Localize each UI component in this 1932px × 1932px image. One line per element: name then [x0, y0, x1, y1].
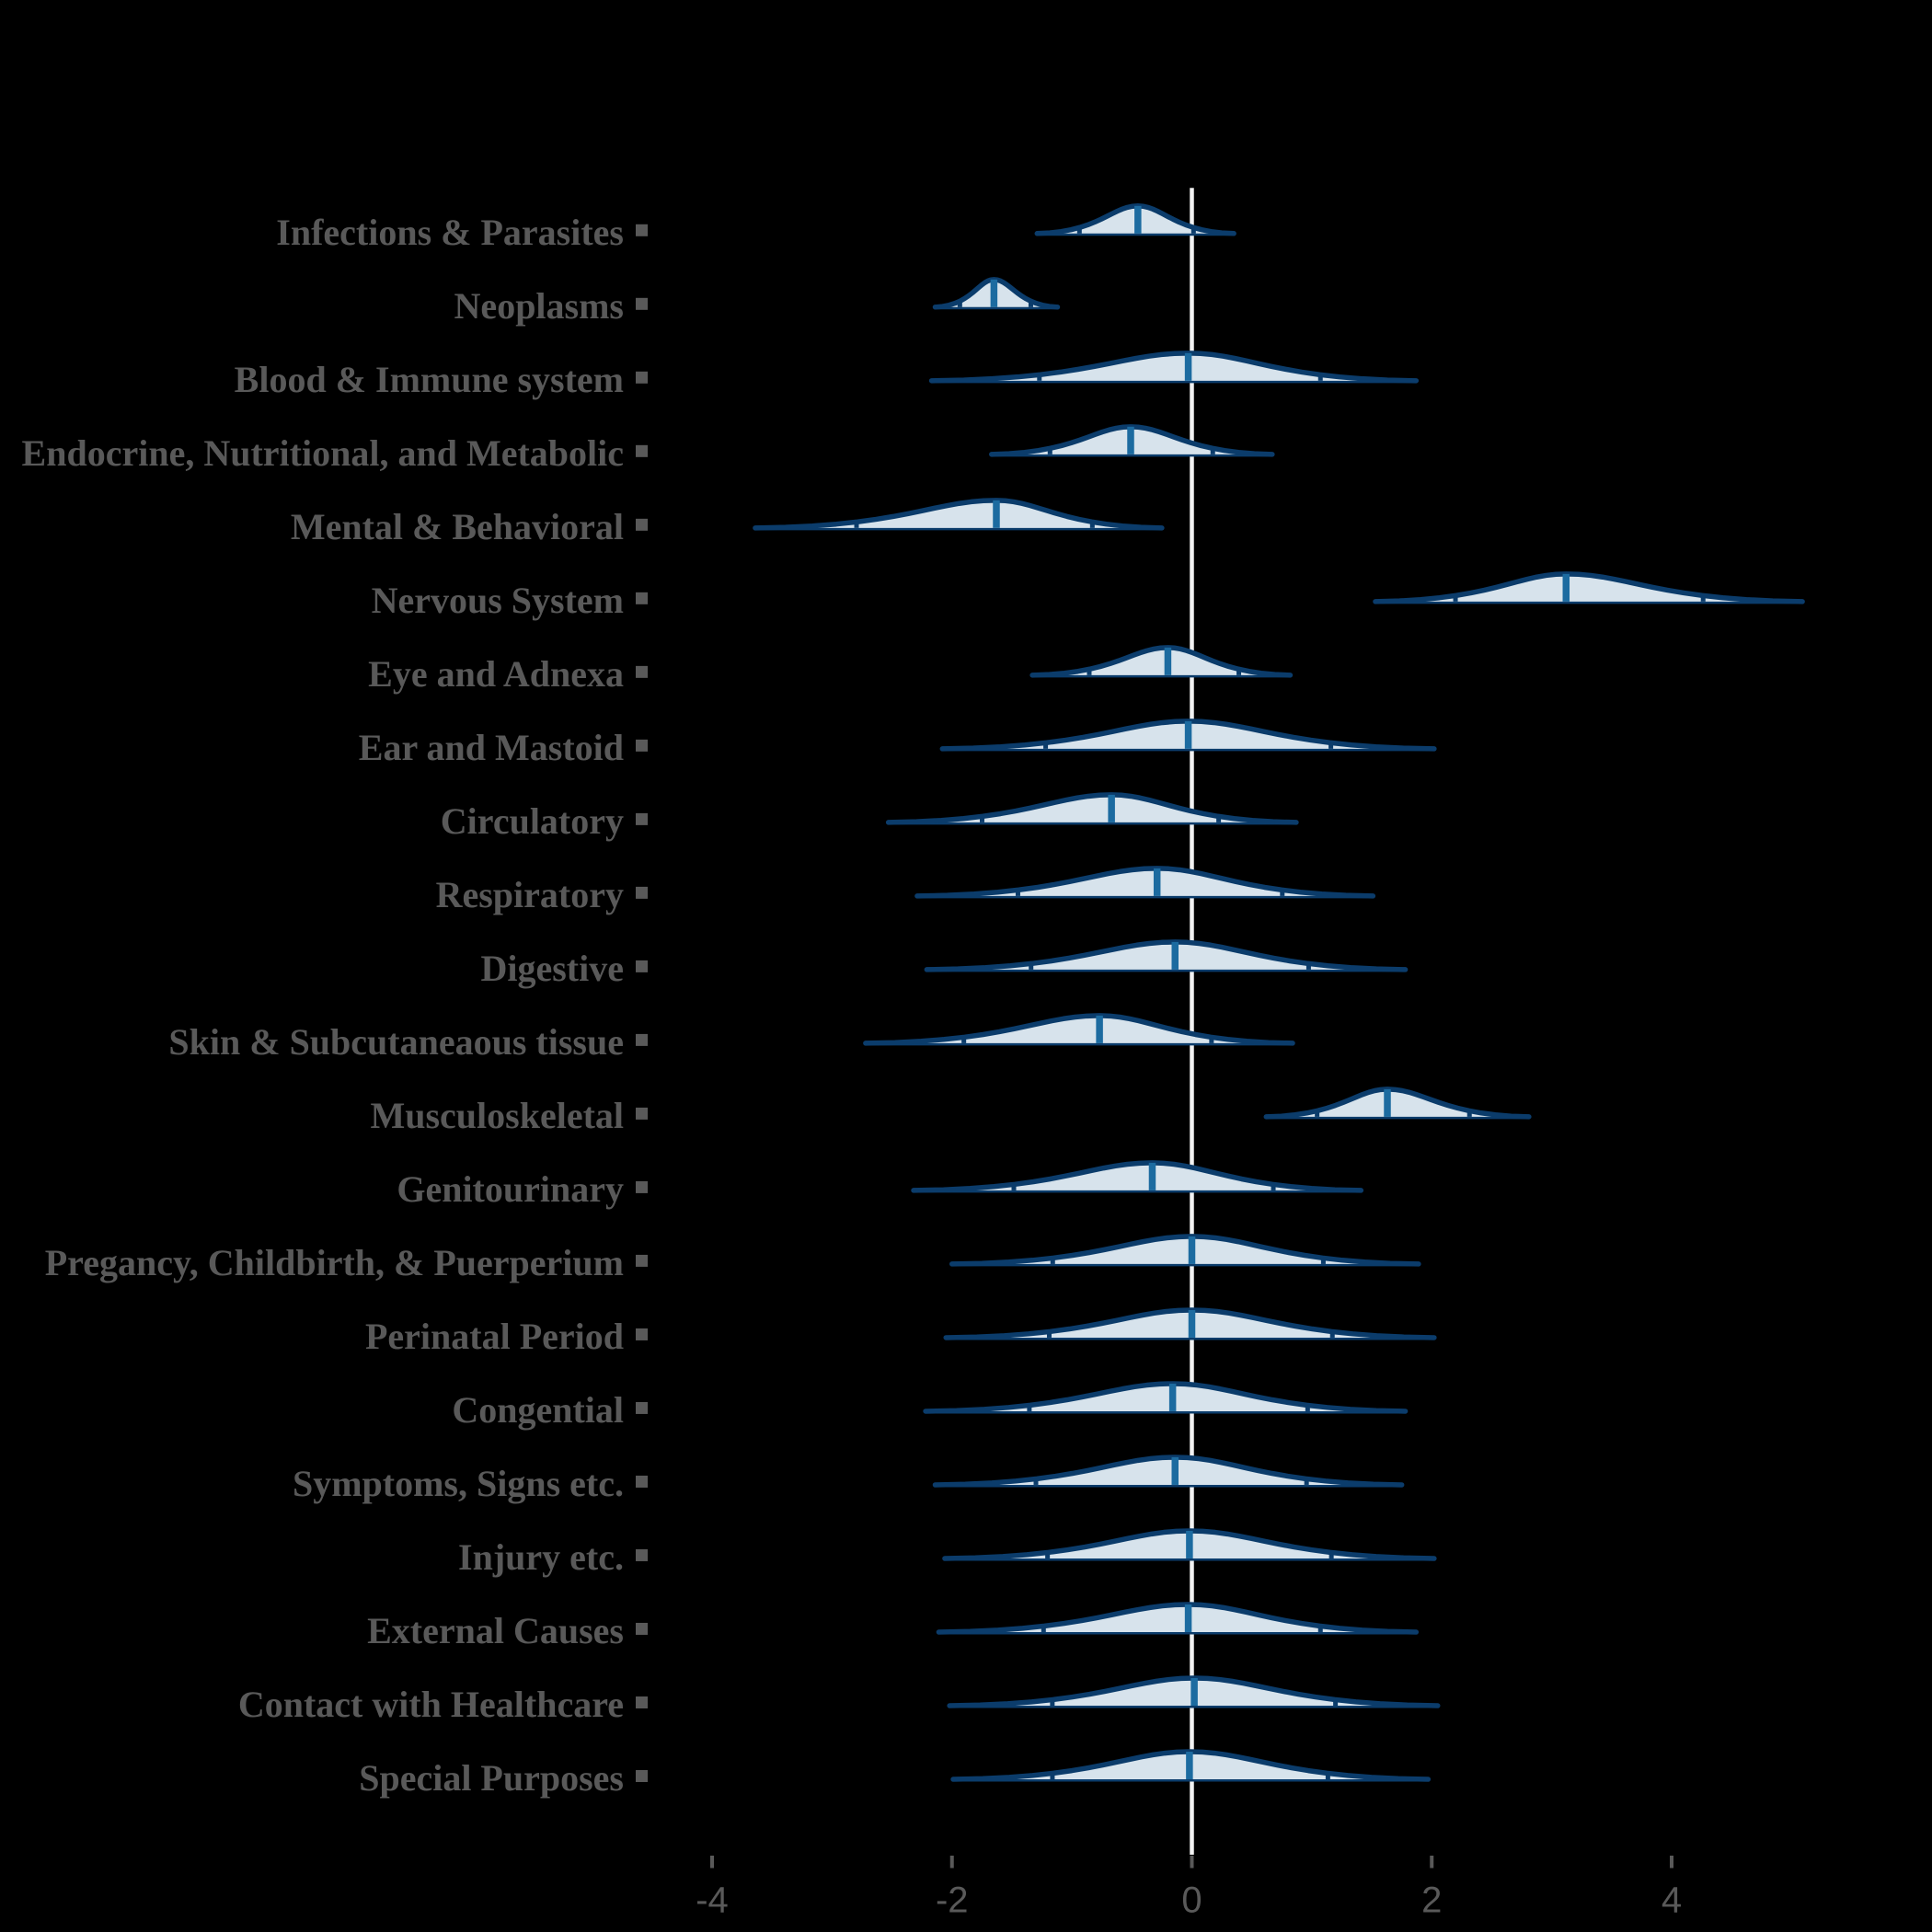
svg-text:Ear and Mastoid: Ear and Mastoid [359, 727, 624, 768]
svg-text:Pregancy, Childbirth, & Puerpe: Pregancy, Childbirth, & Puerperium [45, 1242, 624, 1283]
svg-text:Perinatal Period: Perinatal Period [365, 1316, 624, 1357]
svg-text:0: 0 [1181, 1880, 1202, 1921]
svg-text:Mental & Behavioral: Mental & Behavioral [291, 506, 624, 547]
svg-text:Genitourinary: Genitourinary [397, 1168, 624, 1210]
svg-text:Injury etc.: Injury etc. [458, 1536, 624, 1578]
svg-text:Congential: Congential [452, 1389, 624, 1431]
svg-text:Symptoms, Signs etc.: Symptoms, Signs etc. [293, 1463, 624, 1504]
svg-text:Contact with Healthcare: Contact with Healthcare [238, 1684, 624, 1725]
svg-text:Endocrine, Nutritional, and Me: Endocrine, Nutritional, and Metabolic [22, 432, 624, 474]
svg-text:Respiratory: Respiratory [436, 874, 624, 915]
svg-text:Skin & Subcutaneaous tissue: Skin & Subcutaneaous tissue [168, 1021, 624, 1063]
svg-text:Musculoskeletal: Musculoskeletal [370, 1095, 624, 1136]
svg-text:-2: -2 [936, 1880, 969, 1921]
svg-text:Nervous System: Nervous System [372, 580, 624, 621]
svg-text:Digestive: Digestive [480, 948, 624, 989]
svg-text:Infections & Parasites: Infections & Parasites [276, 212, 624, 253]
svg-text:2: 2 [1421, 1880, 1442, 1921]
svg-text:Eye and Adnexa: Eye and Adnexa [368, 653, 624, 695]
svg-text:Special Purposes: Special Purposes [359, 1757, 624, 1799]
svg-text:External Causes: External Causes [367, 1610, 624, 1651]
svg-text:Blood & Immune system: Blood & Immune system [235, 359, 624, 400]
svg-text:-4: -4 [696, 1880, 729, 1921]
svg-text:4: 4 [1662, 1880, 1682, 1921]
svg-text:Circulatory: Circulatory [441, 800, 624, 842]
svg-text:Neoplasms: Neoplasms [454, 285, 624, 327]
